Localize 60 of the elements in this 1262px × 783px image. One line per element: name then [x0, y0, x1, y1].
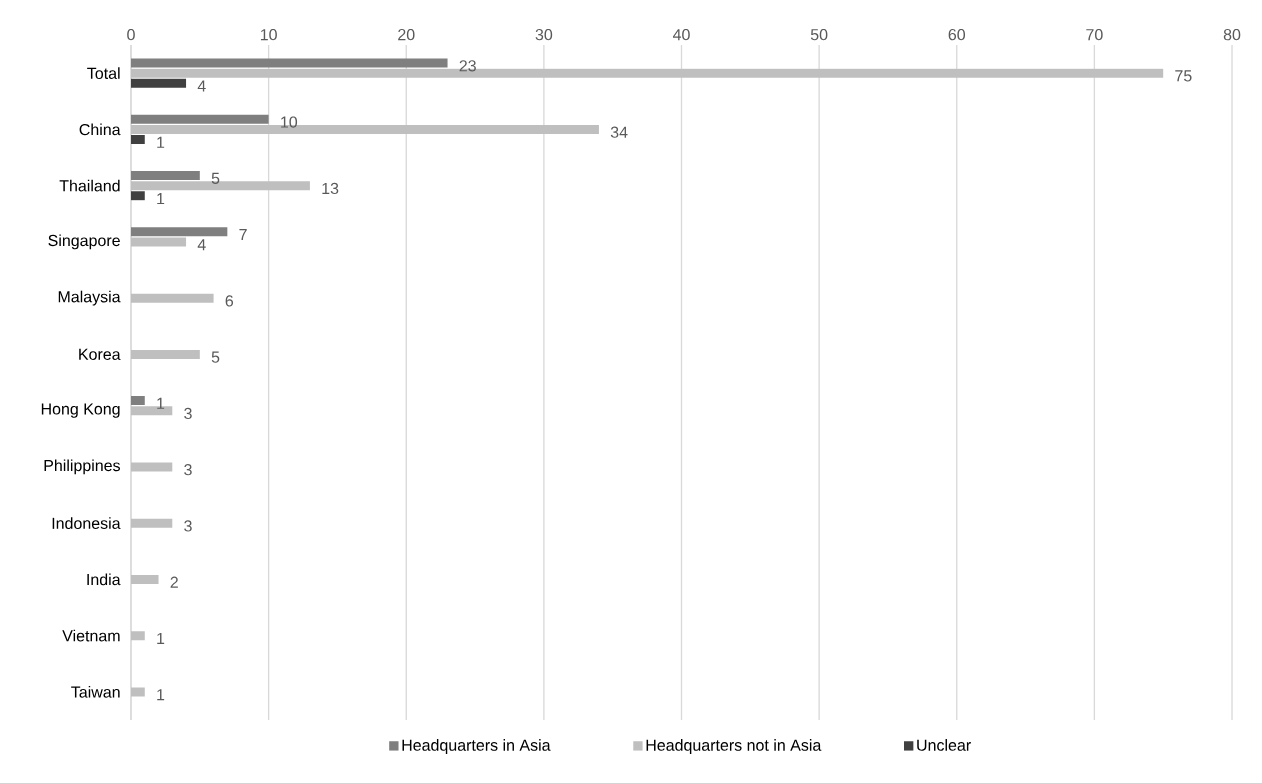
bar: [131, 237, 187, 247]
bar: [131, 396, 145, 406]
x-tick-label: 30: [535, 28, 553, 41]
data-label: 23: [459, 60, 476, 72]
data-label: 1: [157, 397, 165, 409]
bar: [131, 687, 145, 697]
y-tick-label: Indonesia: [52, 517, 121, 529]
x-tick-label: 10: [260, 28, 277, 41]
bar: [131, 574, 159, 584]
data-label: 1: [157, 689, 165, 701]
y-tick-label: Hong Kong: [41, 403, 120, 418]
data-label: 4: [197, 80, 206, 92]
bar: [131, 135, 145, 145]
data-label: 2: [170, 576, 178, 588]
y-tick-label: Singapore: [48, 234, 120, 250]
data-label: 34: [610, 126, 628, 138]
data-label: 6: [225, 295, 234, 307]
x-tick-label: 50: [810, 28, 828, 41]
bar: [131, 58, 448, 68]
bar: [131, 171, 200, 180]
legend-label: Headquarters in Asia: [402, 739, 551, 755]
data-label: 7: [239, 229, 247, 241]
data-label: 3: [184, 464, 192, 476]
y-tick-label: Malaysia: [58, 290, 121, 306]
legend-label: Unclear: [917, 739, 971, 751]
bar: [131, 462, 173, 472]
bar: [131, 191, 145, 201]
data-label: 10: [281, 116, 298, 128]
x-tick-label: 60: [948, 28, 966, 41]
data-label: 75: [1175, 70, 1192, 82]
y-tick-label: Vietnam: [62, 629, 120, 642]
x-tick-label: 20: [398, 28, 415, 41]
x-tick-label: 70: [1086, 28, 1103, 41]
data-label: 1: [157, 136, 165, 148]
bar: [131, 78, 187, 88]
x-tick-label: 80: [1223, 28, 1241, 41]
x-tick-label: 40: [672, 28, 690, 41]
y-tick-label: Korea: [79, 348, 121, 360]
y-tick-label: Philippines: [44, 459, 120, 475]
y-tick-label: India: [87, 573, 121, 586]
data-label: 1: [157, 632, 165, 644]
bar: [131, 293, 214, 303]
legend-label: Headquarters not in Asia: [646, 739, 822, 755]
y-tick-label: China: [79, 123, 121, 136]
y-tick-label: Taiwan: [71, 686, 120, 698]
bar: [131, 227, 228, 237]
y-tick-label: Total: [87, 67, 120, 79]
data-label: 1: [157, 193, 165, 205]
bar: [131, 631, 145, 641]
data-label: 5: [211, 172, 220, 184]
data-label: 3: [184, 520, 192, 532]
data-label: 5: [211, 351, 220, 363]
x-tick-label: 0: [127, 28, 135, 41]
data-label: 3: [184, 407, 192, 420]
bar: [131, 349, 200, 359]
data-label: 13: [322, 182, 339, 195]
bar: [131, 518, 173, 528]
bar: [131, 114, 269, 124]
data-label: 4: [197, 239, 206, 251]
y-tick-label: Thailand: [59, 179, 120, 192]
